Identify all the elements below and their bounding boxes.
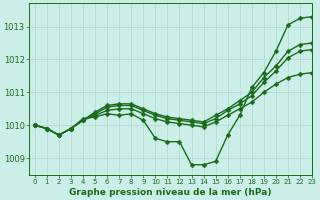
X-axis label: Graphe pression niveau de la mer (hPa): Graphe pression niveau de la mer (hPa) bbox=[69, 188, 272, 197]
